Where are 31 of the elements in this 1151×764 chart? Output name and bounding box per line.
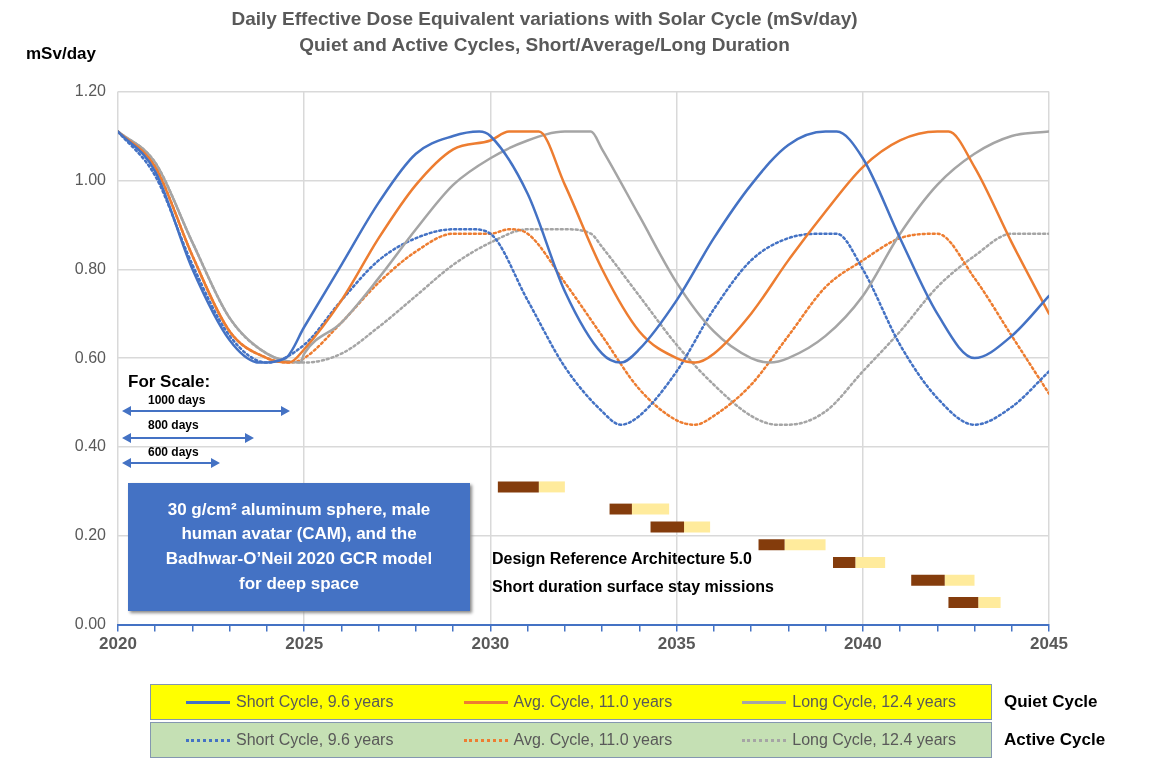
annotation: 800 days [148, 418, 199, 432]
annotation: 600 days [148, 445, 199, 459]
annotation: Design Reference Architecture 5.0 [492, 550, 752, 568]
y-axis-title: mSv/day [26, 44, 96, 64]
legend-label: Short Cycle, 9.6 years [236, 693, 394, 711]
x-tick-label: 2030 [471, 634, 510, 654]
y-tick-label: 1.00 [74, 170, 107, 188]
legend-label: Avg. Cycle, 11.0 years [513, 731, 673, 749]
legend-label: Short Cycle, 9.6 years [236, 731, 394, 749]
y-tick-label: 1.20 [74, 82, 107, 100]
x-tick-label: 2035 [657, 634, 696, 654]
y-tick-label: 0.40 [74, 437, 107, 455]
note-box: 30 g/cm² aluminum sphere, male human avatar (CAM), and the Badhwar-O’Neil 2020 GCR model for deep space [128, 483, 470, 611]
chart-title: Daily Effective Dose Equivalent variations with Solar Cycle (mSv/day) [231, 7, 858, 29]
chart-subtitle: Quiet and Active Cycles, Short/Average/Long Duration [299, 34, 790, 56]
x-tick-label: 2040 [843, 634, 882, 654]
x-tick-label: 2020 [99, 634, 137, 654]
legend-label: Avg. Cycle, 11.0 years [513, 693, 673, 711]
annotation: 1000 days [148, 393, 206, 407]
text: Quiet Cycle [1004, 692, 1098, 712]
y-tick-label: 0.60 [74, 348, 107, 366]
y-tick-label: 0.80 [74, 259, 107, 277]
x-tick-label: 2025 [285, 634, 324, 654]
legend-label: Long Cycle, 12.4 years [792, 731, 956, 749]
y-tick-label: 0.00 [74, 615, 107, 633]
annotation: Short duration surface stay missions [492, 578, 774, 596]
annotation: For Scale: [128, 372, 211, 392]
x-tick-label: 2045 [1030, 634, 1068, 654]
y-tick-label: 0.20 [74, 526, 107, 544]
legend-label: Long Cycle, 12.4 years [792, 693, 956, 711]
text: Active Cycle [1004, 730, 1106, 750]
